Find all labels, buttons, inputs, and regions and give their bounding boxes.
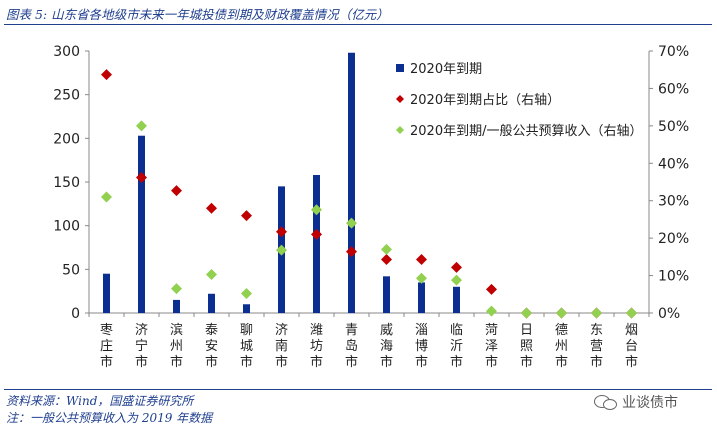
budget-ratio-marker bbox=[136, 120, 147, 132]
ratio-marker bbox=[486, 283, 497, 295]
y-right-tick-label: 30% bbox=[658, 194, 689, 210]
bar bbox=[453, 286, 460, 313]
legend-swatch-diamond bbox=[396, 95, 404, 103]
ratio-marker bbox=[101, 69, 112, 81]
legend: 2020年到期 2020年到期占比（右轴） 2020年到期/一般公共预算收入（右轴） bbox=[396, 62, 642, 139]
budget-ratio-marker bbox=[626, 307, 637, 319]
x-tick-label: 菏泽市 bbox=[485, 323, 498, 370]
legend-swatch-diamond bbox=[396, 126, 404, 134]
source-note: 资料来源：Wind，国盛证券研究所 bbox=[6, 394, 194, 408]
y-right-tick-label: 50% bbox=[658, 119, 689, 135]
y-right-tick-label: 10% bbox=[658, 269, 689, 285]
ratio-marker bbox=[241, 210, 252, 222]
marker-series bbox=[101, 69, 637, 319]
budget-ratio-marker bbox=[276, 244, 287, 256]
ratio-marker bbox=[416, 253, 427, 265]
y-left-tick-label: 200 bbox=[53, 131, 80, 147]
footnote: 注：一般公共预算收入为 2019 年数据 bbox=[6, 411, 213, 425]
budget-ratio-marker bbox=[556, 307, 567, 319]
y-right-tick-label: 40% bbox=[658, 156, 689, 172]
top-rule bbox=[4, 24, 712, 25]
y-left-tick-label: 150 bbox=[53, 175, 80, 191]
ratio-marker bbox=[206, 202, 217, 214]
x-tick-label: 枣庄市 bbox=[100, 323, 113, 370]
y-right-tick-label: 70% bbox=[658, 44, 689, 60]
y-right-tick-label: 20% bbox=[658, 231, 689, 247]
y-right-tick-label: 60% bbox=[658, 81, 689, 97]
axes: 0 50 100 150 200 250 300 0% 10% 20% 30% 40% 50% 60% 70… bbox=[53, 44, 689, 370]
x-tick-label: 济南市 bbox=[275, 323, 288, 370]
x-tick-label: 烟台市 bbox=[625, 323, 638, 370]
watermark-text: 业谈债市 bbox=[622, 395, 678, 411]
x-tick-label: 泰安市 bbox=[205, 323, 218, 370]
wechat-icon bbox=[594, 393, 618, 411]
x-tick-label: 临沂市 bbox=[450, 323, 463, 370]
bar bbox=[243, 304, 250, 313]
budget-ratio-marker bbox=[451, 274, 462, 286]
y-left-tick-label: 50 bbox=[62, 262, 80, 278]
bar bbox=[173, 299, 180, 313]
budget-ratio-marker bbox=[101, 191, 112, 203]
watermark: 业谈债市 bbox=[594, 390, 712, 414]
ratio-marker bbox=[381, 253, 392, 265]
bar bbox=[383, 276, 390, 313]
x-tick-label: 潍坊市 bbox=[310, 323, 323, 370]
budget-ratio-marker bbox=[346, 217, 357, 229]
y-left-tick-label: 300 bbox=[53, 44, 80, 60]
legend-label: 2020年到期/一般公共预算收入（右轴） bbox=[410, 123, 642, 139]
chart: 0 50 100 150 200 250 300 0% 10% 20% 30% 40% 50% 60% 70… bbox=[53, 44, 689, 370]
budget-ratio-marker bbox=[171, 283, 182, 295]
x-tick-label: 德州市 bbox=[555, 323, 568, 370]
y-left-tick-label: 100 bbox=[53, 219, 80, 235]
x-tick-label: 威海市 bbox=[380, 323, 393, 370]
budget-ratio-marker bbox=[311, 204, 322, 216]
y-left-tick-label: 250 bbox=[53, 88, 80, 104]
budget-ratio-marker bbox=[241, 288, 252, 300]
y-left-tick-label: 0 bbox=[71, 306, 80, 322]
bar bbox=[103, 273, 110, 313]
bar bbox=[418, 282, 425, 313]
bar bbox=[313, 175, 320, 313]
bar bbox=[348, 52, 355, 313]
ratio-marker bbox=[276, 226, 287, 238]
budget-ratio-marker bbox=[591, 307, 602, 319]
bar bbox=[208, 293, 215, 313]
x-tick-label: 淄博市 bbox=[415, 323, 428, 370]
budget-ratio-marker bbox=[521, 307, 532, 319]
ratio-marker bbox=[136, 172, 147, 184]
figure-title: 图表 5: 山东省各地级市未来一年城投债到期及财政覆盖情况（亿元） bbox=[6, 7, 389, 22]
legend-label: 2020年到期 bbox=[410, 62, 482, 77]
ratio-marker bbox=[346, 246, 357, 258]
bottom-rule bbox=[4, 389, 712, 390]
x-tick-label: 东营市 bbox=[590, 323, 603, 370]
budget-ratio-marker bbox=[381, 243, 392, 255]
x-tick-label: 聊城市 bbox=[240, 323, 253, 370]
ratio-marker bbox=[451, 261, 462, 273]
bar-series bbox=[103, 52, 460, 313]
budget-ratio-marker bbox=[206, 268, 217, 280]
ratio-marker bbox=[171, 185, 182, 197]
legend-swatch-bar bbox=[396, 64, 404, 72]
x-tick-label: 青岛市 bbox=[345, 323, 358, 370]
x-tick-label: 济宁市 bbox=[135, 323, 148, 370]
y-right-tick-label: 0% bbox=[658, 306, 680, 322]
ratio-marker bbox=[311, 228, 322, 240]
budget-ratio-marker bbox=[486, 305, 497, 317]
legend-label: 2020年到期占比（右轴） bbox=[410, 93, 560, 108]
x-tick-label: 日照市 bbox=[520, 323, 533, 370]
x-tick-label: 滨州市 bbox=[170, 322, 183, 370]
budget-ratio-marker bbox=[416, 272, 427, 284]
bar bbox=[138, 135, 145, 313]
